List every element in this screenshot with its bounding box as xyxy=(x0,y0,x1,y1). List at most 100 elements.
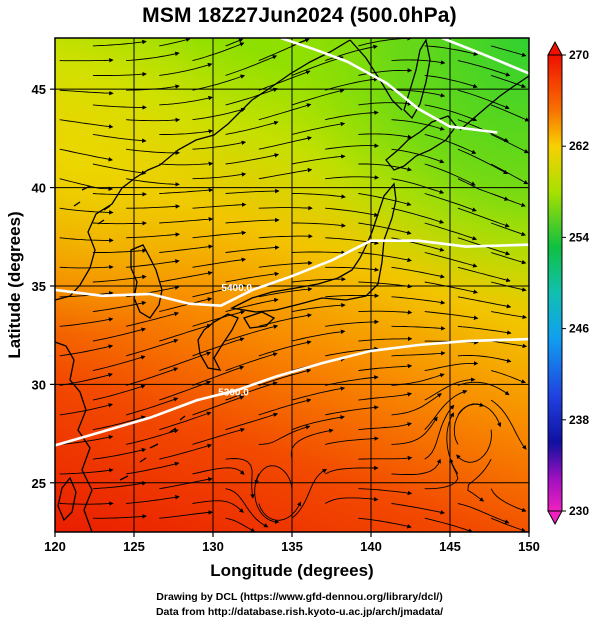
streamline xyxy=(126,232,180,239)
streamline xyxy=(192,230,247,239)
streamline xyxy=(325,175,380,180)
streamline xyxy=(291,250,346,256)
x-tick-label: 130 xyxy=(202,539,224,554)
streamline xyxy=(391,416,438,445)
streamline xyxy=(325,465,379,475)
streamline xyxy=(391,148,445,164)
streamline xyxy=(59,317,114,327)
streamline xyxy=(225,55,278,76)
streamline xyxy=(192,107,246,121)
streamline xyxy=(192,172,247,180)
contour-label: 5400.0 xyxy=(221,283,252,294)
streamline xyxy=(457,403,502,428)
streamline xyxy=(225,297,279,313)
streamline xyxy=(225,188,280,194)
streamline xyxy=(92,71,147,77)
streamline xyxy=(291,55,344,76)
streamline xyxy=(325,110,379,121)
streamline xyxy=(490,399,527,450)
streamline xyxy=(225,352,278,372)
streamline xyxy=(225,488,269,528)
colorbar-tick-label: 230 xyxy=(569,504,589,518)
streamline xyxy=(391,178,445,194)
streamline xyxy=(225,217,280,224)
y-tick-label: 35 xyxy=(32,279,46,294)
streamline xyxy=(258,70,311,91)
colorbar-tick-label: 238 xyxy=(569,413,589,427)
streamline xyxy=(59,148,113,162)
streamline xyxy=(446,412,459,475)
streamline xyxy=(258,286,313,298)
streamline xyxy=(92,221,147,226)
y-axis: 25 30 35 40 45 xyxy=(32,82,55,491)
streamline xyxy=(159,411,212,431)
streamline xyxy=(92,274,147,283)
streamline xyxy=(59,344,114,357)
streamline xyxy=(324,496,379,504)
streamline xyxy=(358,163,412,172)
streamline xyxy=(457,355,512,363)
streamline xyxy=(192,140,247,150)
streamline xyxy=(258,368,312,386)
streamline xyxy=(92,39,147,47)
credits: Drawing by DCL (https://www.gfd-dennou.o… xyxy=(0,590,599,620)
streamline xyxy=(225,38,244,47)
contour-line xyxy=(280,38,498,134)
streamline xyxy=(424,389,468,431)
streamline xyxy=(192,500,244,513)
streamline xyxy=(258,38,310,62)
streamline xyxy=(291,88,345,106)
streamline xyxy=(391,207,445,224)
streamline xyxy=(258,167,313,180)
streamline xyxy=(225,458,255,499)
streamline xyxy=(159,297,213,313)
streamline xyxy=(59,89,114,96)
streamline xyxy=(159,38,191,47)
x-axis-title: Longitude (degrees) xyxy=(210,561,373,580)
streamline xyxy=(92,104,147,110)
streamline xyxy=(424,281,478,294)
streamline xyxy=(258,398,312,416)
streamline xyxy=(192,42,245,62)
y-tick-label: 45 xyxy=(32,82,46,97)
streamline xyxy=(491,340,528,349)
streamline xyxy=(457,325,512,335)
streamline xyxy=(358,363,413,372)
streamline xyxy=(126,204,181,209)
streamline xyxy=(424,45,479,56)
streamline xyxy=(490,370,526,384)
streamline xyxy=(125,367,179,386)
contour-line xyxy=(441,38,529,75)
contour-label: 5300.0 xyxy=(218,387,249,398)
streamline xyxy=(391,393,442,416)
streamline xyxy=(254,465,293,489)
streamline xyxy=(424,517,473,532)
streamline xyxy=(358,133,413,140)
streamline xyxy=(491,311,527,320)
streamline xyxy=(358,310,413,315)
streamline xyxy=(192,427,245,445)
streamline xyxy=(358,488,413,496)
streamline xyxy=(225,324,279,342)
streamline xyxy=(358,392,413,401)
streamline xyxy=(291,38,310,47)
colorbar: 270 262 254 246 238 230 xyxy=(547,40,589,526)
streamline xyxy=(424,311,479,320)
streamline xyxy=(291,468,327,519)
streamline xyxy=(192,337,245,357)
streamline xyxy=(159,510,213,519)
streamline xyxy=(292,193,346,199)
streamline xyxy=(159,216,214,224)
streamline xyxy=(467,458,492,502)
streamline xyxy=(490,163,529,185)
y-tick-label: 40 xyxy=(32,181,46,196)
contour-line xyxy=(55,337,529,447)
streamline xyxy=(457,207,510,228)
streamline xyxy=(92,133,147,143)
streamline xyxy=(358,517,412,529)
streamline xyxy=(159,323,212,342)
streamline xyxy=(325,436,379,445)
x-axis: 120 125 130 135 140 145 150 xyxy=(44,532,540,554)
streamline xyxy=(457,296,512,309)
